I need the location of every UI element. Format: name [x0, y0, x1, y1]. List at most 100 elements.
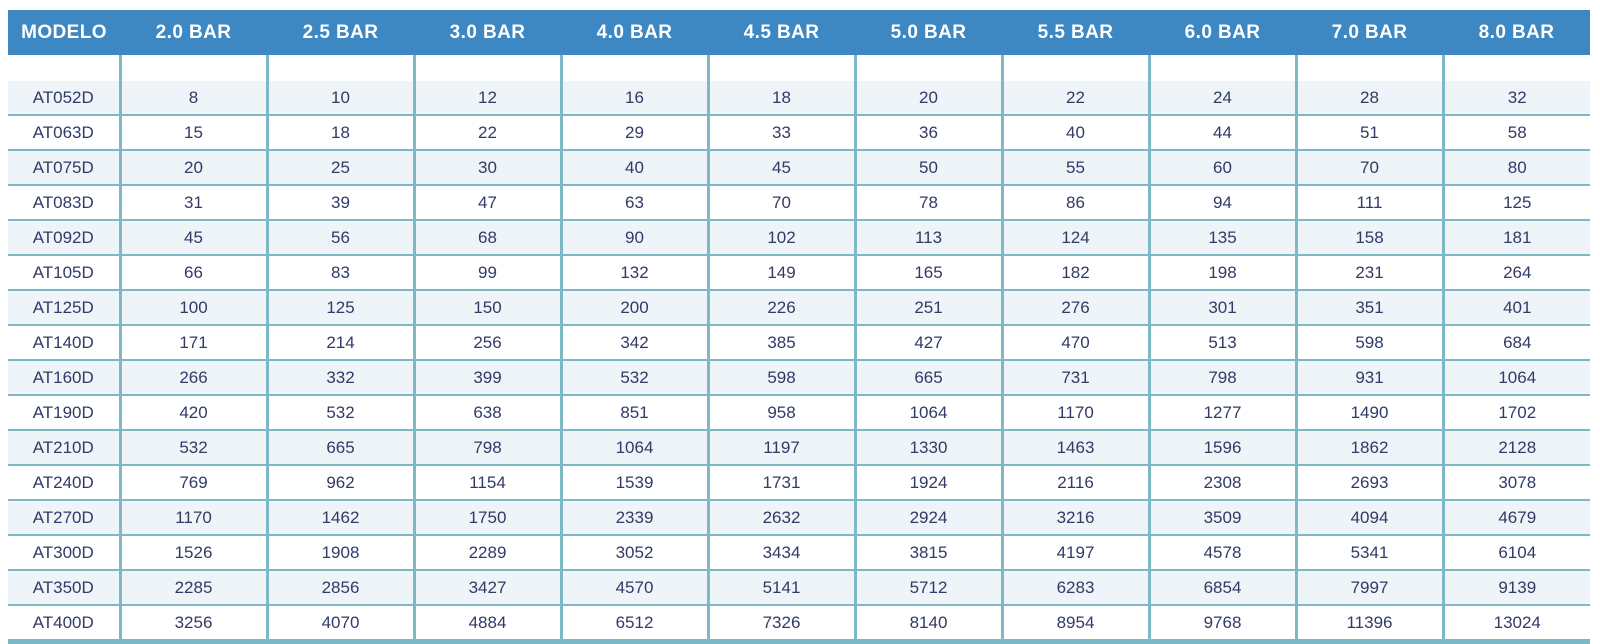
value-cell: 1462	[265, 500, 414, 536]
value-cell: 7997	[1294, 570, 1443, 606]
spacer-cell	[706, 55, 855, 81]
value-cell: 200	[559, 290, 708, 326]
header-cell-bar: 6.0 BAR	[1149, 10, 1296, 55]
value-cell: 10	[265, 81, 414, 116]
model-cell: AT210D	[8, 430, 120, 466]
table-row: AT063D 15 18 22 29 33 36 40 44 51 58	[8, 115, 1590, 151]
value-cell: 1539	[559, 465, 708, 501]
model-cell: AT125D	[8, 290, 120, 326]
value-cell: 1197	[706, 430, 855, 466]
table-row: AT105D 66 83 99 132 149 165 182 198 231 264	[8, 255, 1590, 291]
value-cell: 351	[1294, 290, 1443, 326]
value-cell: 99	[412, 255, 561, 291]
model-cell: AT350D	[8, 570, 120, 606]
value-cell: 8954	[1000, 605, 1149, 644]
spacer-cell	[1294, 55, 1443, 81]
value-cell: 2339	[559, 500, 708, 536]
value-cell: 158	[1294, 220, 1443, 256]
value-cell: 8	[118, 81, 267, 116]
value-cell: 150	[412, 290, 561, 326]
value-cell: 11396	[1294, 605, 1443, 644]
value-cell: 1702	[1441, 395, 1590, 431]
value-cell: 6104	[1441, 535, 1590, 571]
value-cell: 182	[1000, 255, 1149, 291]
value-cell: 513	[1147, 325, 1296, 361]
value-cell: 29	[559, 115, 708, 151]
model-cell: AT052D	[8, 81, 120, 116]
value-cell: 665	[265, 430, 414, 466]
value-cell: 78	[853, 185, 1002, 221]
table-row: AT075D 20 25 30 40 45 50 55 60 70 80	[8, 150, 1590, 186]
value-cell: 1731	[706, 465, 855, 501]
value-cell: 6512	[559, 605, 708, 644]
header-cell-bar: 8.0 BAR	[1443, 10, 1590, 55]
value-cell: 18	[265, 115, 414, 151]
value-cell: 3427	[412, 570, 561, 606]
spacer-cell	[559, 55, 708, 81]
value-cell: 399	[412, 360, 561, 396]
value-cell: 962	[265, 465, 414, 501]
header-cell-bar: 5.5 BAR	[1002, 10, 1149, 55]
value-cell: 638	[412, 395, 561, 431]
value-cell: 598	[1294, 325, 1443, 361]
value-cell: 665	[853, 360, 1002, 396]
value-cell: 1463	[1000, 430, 1149, 466]
value-cell: 1154	[412, 465, 561, 501]
value-cell: 111	[1294, 185, 1443, 221]
value-cell: 2128	[1441, 430, 1590, 466]
value-cell: 66	[118, 255, 267, 291]
value-cell: 16	[559, 81, 708, 116]
value-cell: 113	[853, 220, 1002, 256]
value-cell: 251	[853, 290, 1002, 326]
value-cell: 4197	[1000, 535, 1149, 571]
value-cell: 15	[118, 115, 267, 151]
value-cell: 40	[1000, 115, 1149, 151]
value-cell: 2289	[412, 535, 561, 571]
value-cell: 36	[853, 115, 1002, 151]
table-row: AT300D 1526 1908 2289 3052 3434 3815 4197 4578 53…	[8, 535, 1590, 571]
value-cell: 2632	[706, 500, 855, 536]
value-cell: 2285	[118, 570, 267, 606]
model-cell: AT400D	[8, 605, 120, 644]
value-cell: 25	[265, 150, 414, 186]
value-cell: 532	[559, 360, 708, 396]
value-cell: 50	[853, 150, 1002, 186]
value-cell: 86	[1000, 185, 1149, 221]
value-cell: 1064	[1441, 360, 1590, 396]
value-cell: 70	[1294, 150, 1443, 186]
value-cell: 2116	[1000, 465, 1149, 501]
header-cell-bar: 4.5 BAR	[708, 10, 855, 55]
spacer-cell	[1441, 55, 1590, 81]
value-cell: 4094	[1294, 500, 1443, 536]
table-header: MODELO 2.0 BAR 2.5 BAR 3.0 BAR 4.0 BAR 4.5 BA…	[8, 10, 1590, 55]
value-cell: 798	[1147, 360, 1296, 396]
value-cell: 2308	[1147, 465, 1296, 501]
value-cell: 63	[559, 185, 708, 221]
value-cell: 1908	[265, 535, 414, 571]
value-cell: 55	[1000, 150, 1149, 186]
value-cell: 214	[265, 325, 414, 361]
value-cell: 94	[1147, 185, 1296, 221]
value-cell: 256	[412, 325, 561, 361]
table-row: AT350D 2285 2856 3427 4570 5141 5712 6283 6854 79…	[8, 570, 1590, 606]
value-cell: 125	[1441, 185, 1590, 221]
value-cell: 181	[1441, 220, 1590, 256]
value-cell: 171	[118, 325, 267, 361]
spacer-cell	[265, 55, 414, 81]
table-row: AT400D 3256 4070 4884 6512 7326 8140 8954 9768 11…	[8, 605, 1590, 644]
value-cell: 1170	[1000, 395, 1149, 431]
value-cell: 4578	[1147, 535, 1296, 571]
value-cell: 20	[118, 150, 267, 186]
table-row: AT092D 45 56 68 90 102 113 124 135 158 181	[8, 220, 1590, 256]
value-cell: 124	[1000, 220, 1149, 256]
table-row: AT270D 1170 1462 1750 2339 2632 2924 3216 3509 40…	[8, 500, 1590, 536]
value-cell: 532	[118, 430, 267, 466]
value-cell: 1064	[559, 430, 708, 466]
value-cell: 470	[1000, 325, 1149, 361]
table-row: AT052D 8 10 12 16 18 20 22 24 28 32	[8, 81, 1590, 116]
value-cell: 420	[118, 395, 267, 431]
value-cell: 132	[559, 255, 708, 291]
header-cell-bar: 2.0 BAR	[120, 10, 267, 55]
spacer-cell	[1000, 55, 1149, 81]
value-cell: 45	[118, 220, 267, 256]
